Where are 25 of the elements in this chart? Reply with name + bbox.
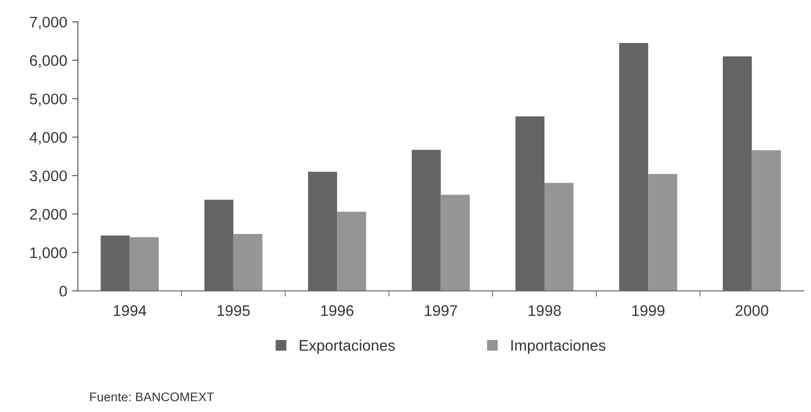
- bar: [752, 150, 781, 291]
- x-tick-label: 1994: [114, 305, 146, 316]
- x-tick-label: 1999: [632, 305, 664, 316]
- bar: [648, 174, 678, 291]
- bar: [440, 194, 470, 291]
- bar: [233, 234, 262, 291]
- bar: [337, 212, 366, 291]
- y-tick-label: 7,000: [30, 16, 67, 30]
- x-tick-label: 2000: [736, 305, 768, 316]
- x-tick-label: 1998: [528, 305, 561, 316]
- y-tick-label: 3,000: [30, 170, 67, 184]
- y-tick-label: 6,000: [30, 55, 67, 68]
- y-tick-label: 4,000: [30, 132, 67, 145]
- y-tick-label: 5,000: [30, 94, 67, 106]
- legend-label: Importaciones: [511, 340, 606, 354]
- x-tick-label: 1997: [424, 305, 458, 316]
- bar: [544, 182, 574, 291]
- source-note: Fuente: BANCOMEXT: [90, 392, 214, 402]
- y-tick-label: 1,000: [30, 247, 67, 260]
- legend-label: Exportaciones: [300, 340, 395, 354]
- x-tick-label: 1996: [321, 305, 354, 316]
- y-tick-label: 2,000: [30, 208, 67, 222]
- x-tick-label: 1995: [218, 305, 250, 316]
- y-tick-label: 0: [60, 286, 67, 297]
- bar: [130, 237, 159, 291]
